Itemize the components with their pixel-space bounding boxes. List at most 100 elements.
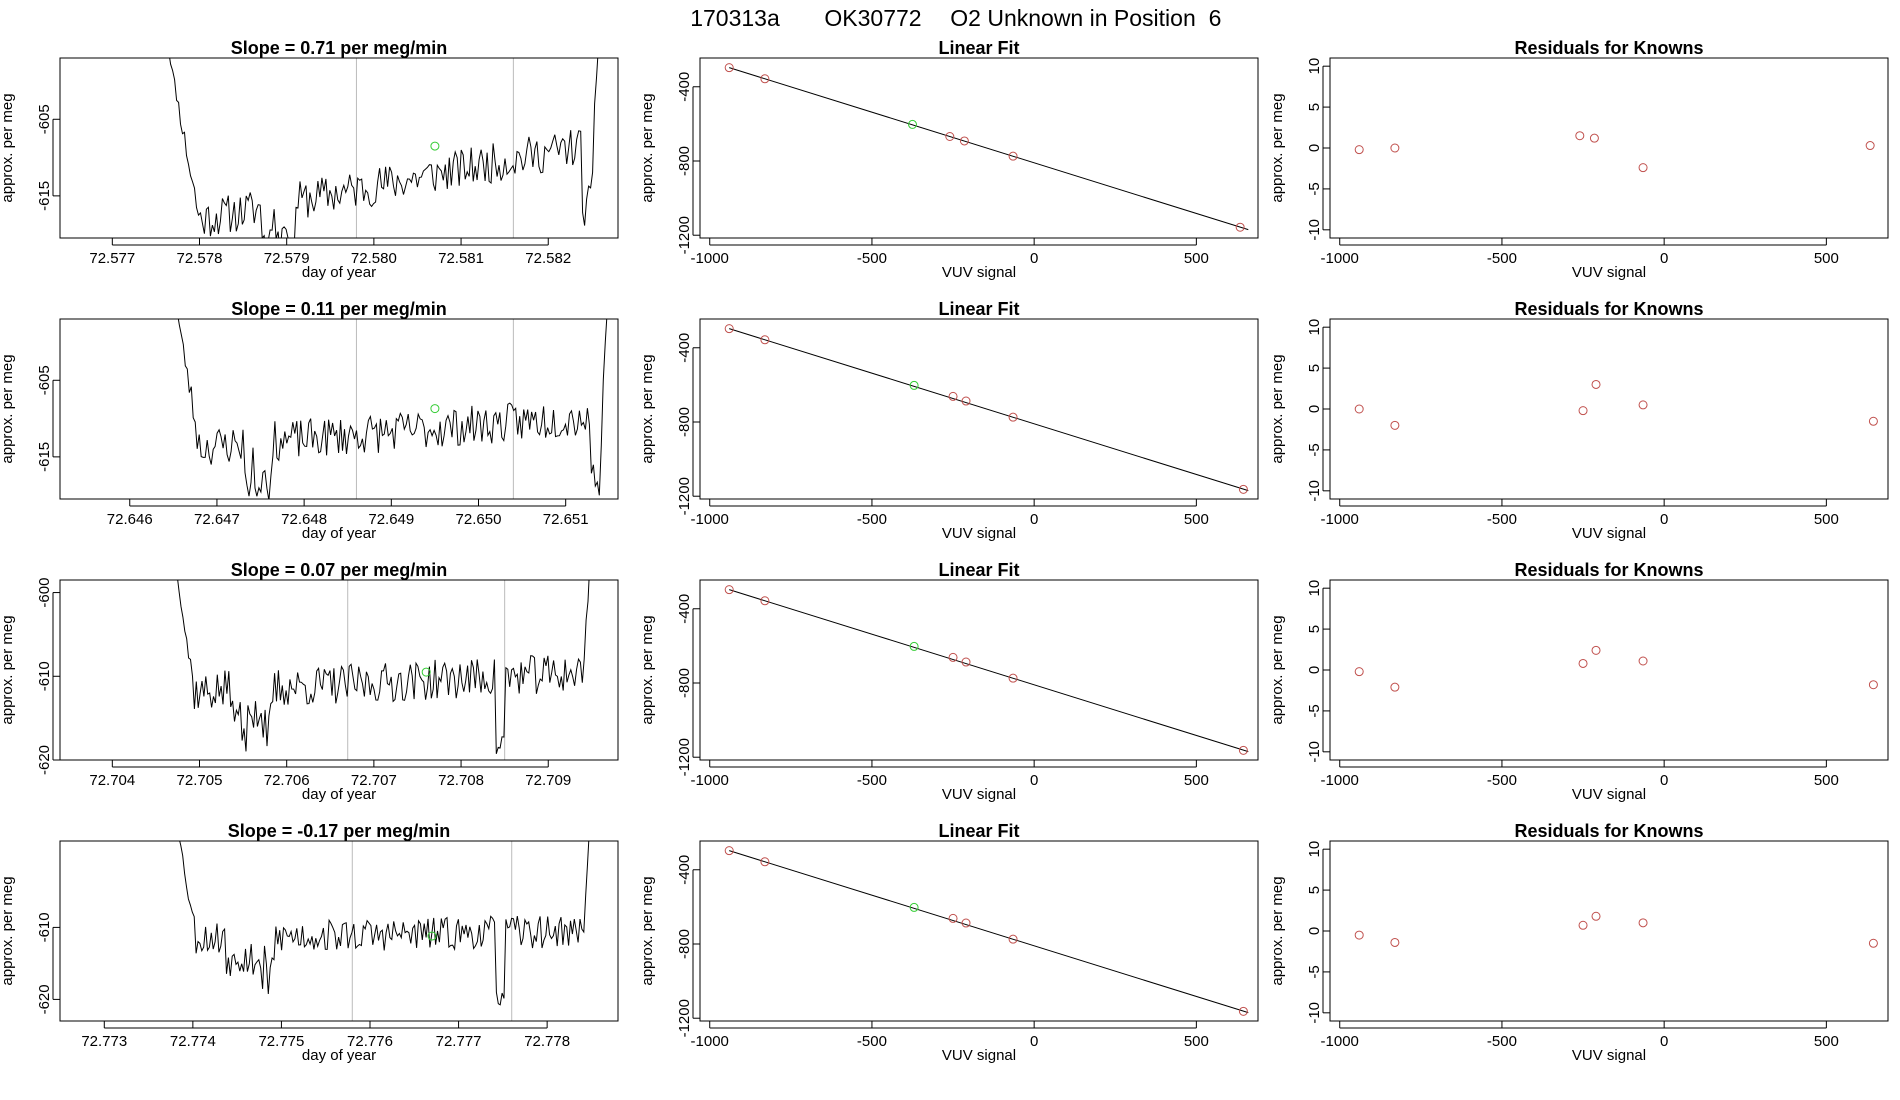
- y-tick-label: -610: [36, 912, 53, 942]
- y-axis-label: approx. per meg: [1269, 93, 1286, 202]
- plot-area: [1354, 911, 1878, 948]
- x-tick-label: -1000: [691, 250, 729, 267]
- x-tick-label: 72.704: [89, 772, 135, 789]
- plot-area: [179, 841, 590, 1021]
- panel-1-1: Slope = 0.71 per meg/min 72.577 72.578 72.5…: [0, 38, 619, 281]
- known-point: [1238, 484, 1248, 494]
- x-tick-label: 72.773: [81, 1033, 127, 1050]
- unknown-point: [909, 641, 919, 651]
- y-tick-label: -5: [1306, 182, 1323, 195]
- residual-point: [1589, 133, 1599, 143]
- x-axis-label: VUV signal: [1572, 1047, 1646, 1064]
- panel-grid: Slope = 0.71 per meg/min 72.577 72.578 72.5…: [0, 38, 1889, 1064]
- x-tick-label: 0: [1660, 250, 1668, 267]
- fit-line: [729, 850, 1249, 1014]
- fit-line: [729, 67, 1249, 231]
- plot-frame: [1329, 579, 1889, 761]
- x-tick-label: -1000: [1321, 1033, 1359, 1050]
- y-tick-label: -400: [676, 594, 693, 624]
- known-point: [959, 136, 969, 146]
- plot-frame: [59, 318, 619, 500]
- x-axis-label: VUV signal: [942, 1047, 1016, 1064]
- x-tick-label: 72.774: [170, 1033, 216, 1050]
- known-point: [945, 131, 955, 141]
- y-axis-label: approx. per meg: [0, 615, 16, 724]
- plot-frame: [1329, 318, 1889, 500]
- x-tick-label: 72.707: [351, 772, 397, 789]
- plot-area: [1354, 131, 1875, 173]
- x-tick-label: 500: [1814, 772, 1839, 789]
- x-tick-label: 72.582: [525, 250, 571, 267]
- x-tick-label: 72.648: [281, 511, 327, 528]
- x-tick-label: -500: [857, 772, 887, 789]
- panel-4-2: Linear Fit -1000 -500 0 500 -400 -800 -1200 VUV …: [639, 821, 1259, 1064]
- x-tick-label: 72.775: [258, 1033, 304, 1050]
- y-tick-label: 10: [1306, 58, 1323, 75]
- signal-trace: [169, 58, 599, 238]
- y-axis-label: approx. per meg: [639, 615, 656, 724]
- panel-title: Linear Fit: [938, 821, 1019, 841]
- x-tick-label: 500: [1184, 1033, 1209, 1050]
- residual-point: [1868, 680, 1878, 690]
- residual-point: [1638, 163, 1648, 173]
- x-tick-label: 72.708: [438, 772, 484, 789]
- panel-title: Residuals for Knowns: [1514, 560, 1703, 580]
- unknown-mean-marker: [430, 404, 440, 414]
- signal-trace: [179, 841, 590, 1006]
- residual-point: [1591, 379, 1601, 389]
- plot-frame: [59, 840, 619, 1022]
- plot-frame: [699, 840, 1259, 1022]
- unknown-point: [909, 902, 919, 912]
- residual-point: [1865, 141, 1875, 151]
- known-point: [1008, 412, 1018, 422]
- y-tick-label: -5: [1306, 443, 1323, 456]
- panel-3-3: Residuals for Knowns -1000 -500 0 500 10 5 0 -5 -…: [1269, 560, 1889, 803]
- y-tick-label: -615: [36, 181, 53, 211]
- unknown-mean-marker: [430, 141, 440, 151]
- x-axis-label: VUV signal: [1572, 264, 1646, 281]
- x-axis-label: day of year: [302, 525, 376, 542]
- residual-point: [1578, 920, 1588, 930]
- x-tick-label: 0: [1660, 772, 1668, 789]
- residual-point: [1390, 682, 1400, 692]
- y-tick-label: 0: [1306, 144, 1323, 152]
- y-tick-label: -620: [36, 984, 53, 1014]
- x-tick-label: -500: [857, 1033, 887, 1050]
- page-title-sample: OK30772: [824, 5, 921, 31]
- x-tick-label: 500: [1184, 250, 1209, 267]
- known-point: [760, 596, 770, 606]
- y-axis-label: approx. per meg: [0, 876, 16, 985]
- unknown-mean-marker: [421, 667, 431, 677]
- residual-point: [1575, 131, 1585, 141]
- x-tick-label: 72.579: [264, 250, 310, 267]
- x-tick-label: 0: [1030, 250, 1038, 267]
- slope-title: Slope = 0.07 per meg/min: [231, 560, 448, 580]
- panel-title: Residuals for Knowns: [1514, 821, 1703, 841]
- known-point: [1008, 934, 1018, 944]
- residual-point: [1390, 143, 1400, 153]
- plot-area: [724, 846, 1249, 1016]
- plot-frame: [699, 57, 1259, 239]
- x-axis-label: VUV signal: [942, 525, 1016, 542]
- y-tick-label: 10: [1306, 841, 1323, 858]
- x-tick-label: 0: [1030, 1033, 1038, 1050]
- x-tick-label: 500: [1814, 1033, 1839, 1050]
- y-axis-label: approx. per meg: [1269, 876, 1286, 985]
- y-tick-label: -1200: [676, 477, 693, 515]
- unknown-mean-marker: [427, 931, 437, 941]
- y-tick-label: -1200: [676, 738, 693, 776]
- y-axis-label: approx. per meg: [1269, 354, 1286, 463]
- x-tick-label: 72.646: [107, 511, 153, 528]
- residual-point: [1638, 918, 1648, 928]
- plot-area: [1354, 645, 1878, 692]
- slope-title: Slope = 0.71 per meg/min: [231, 38, 448, 58]
- plot-frame: [59, 57, 619, 239]
- x-axis-label: day of year: [302, 786, 376, 803]
- x-tick-label: 72.581: [438, 250, 484, 267]
- y-tick-label: -620: [36, 745, 53, 775]
- y-tick-label: -600: [36, 578, 53, 608]
- slope-title: Slope = 0.11 per meg/min: [231, 299, 447, 319]
- plot-frame: [1329, 840, 1889, 1022]
- y-tick-label: -400: [676, 72, 693, 102]
- residual-point: [1591, 911, 1601, 921]
